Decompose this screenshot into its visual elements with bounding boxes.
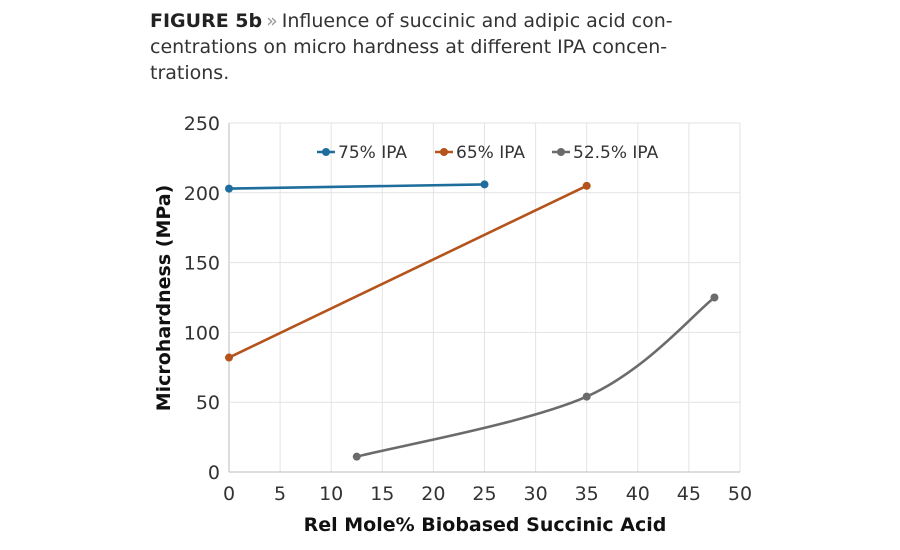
series-line-0: [228, 183, 485, 190]
x-tick-label: 15: [370, 483, 394, 505]
legend-swatch-marker: [322, 148, 330, 156]
y-tick-label: 100: [184, 322, 220, 344]
x-tick-label: 0: [223, 483, 235, 505]
x-tick-label: 10: [319, 483, 343, 505]
x-tick-label: 5: [274, 483, 286, 505]
x-tick-label: 40: [626, 483, 650, 505]
y-axis-label: Microhardness (MPa): [153, 185, 175, 412]
y-tick-label: 250: [184, 113, 220, 135]
legend: 75% IPA 65% IPA 52.5% IPA: [317, 143, 659, 163]
data-point: [582, 181, 591, 190]
x-tick-label: 30: [524, 483, 548, 505]
figure-caption: FIGURE 5b» Influence of succinic and adip…: [150, 8, 740, 86]
tick-labels: 0 5 10 15 20 25 30 35 40 45 50 0 50 100 150 200 250: [184, 113, 752, 505]
x-tick-label: 45: [677, 483, 701, 505]
y-tick-label: 150: [184, 253, 220, 275]
caption-separator: »: [266, 10, 278, 32]
x-tick-label: 25: [472, 483, 496, 505]
legend-swatch-marker: [440, 148, 448, 156]
data-point: [710, 293, 719, 302]
legend-label: 52.5% IPA: [573, 143, 659, 163]
series-line-1: [228, 184, 588, 359]
y-tick-label: 200: [184, 183, 220, 205]
data-point: [582, 392, 591, 401]
data-point: [480, 180, 489, 189]
legend-label: 65% IPA: [456, 143, 525, 163]
data-point: [225, 184, 233, 193]
caption-text: Influence of succinic and adipic acid co…: [150, 10, 673, 84]
figure-label: FIGURE 5b: [150, 10, 263, 32]
x-tick-label: 20: [421, 483, 445, 505]
series-line-2: [356, 296, 716, 458]
x-tick-label: 50: [728, 483, 752, 505]
legend-label: 75% IPA: [338, 143, 407, 163]
x-tick-label: 35: [575, 483, 599, 505]
y-tick-label: 0: [208, 462, 220, 484]
series-lines: [225, 180, 719, 461]
x-axis-label: Rel Mole% Biobased Succinic Acid: [304, 514, 667, 536]
data-point: [352, 452, 361, 461]
grid: [228, 122, 741, 473]
legend-swatch-marker: [557, 148, 565, 156]
y-tick-label: 50: [196, 392, 220, 414]
data-point: [225, 353, 233, 362]
